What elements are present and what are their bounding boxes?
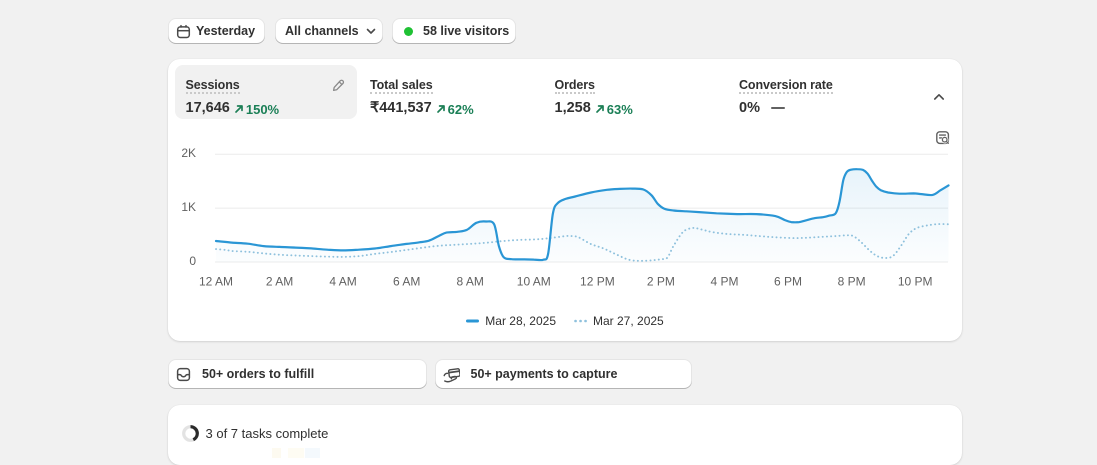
svg-text:6 AM: 6 AM [393,275,420,289]
svg-text:2 PM: 2 PM [647,275,675,289]
svg-text:10 AM: 10 AM [517,275,551,289]
svg-text:2K: 2K [181,146,196,160]
svg-text:8 PM: 8 PM [838,275,866,289]
svg-text:4 PM: 4 PM [710,275,738,289]
svg-text:12 PM: 12 PM [580,275,615,289]
svg-text:2 AM: 2 AM [266,275,293,289]
svg-text:1K: 1K [181,200,196,214]
svg-text:6 PM: 6 PM [774,275,802,289]
svg-text:0: 0 [189,254,196,268]
svg-text:12 AM: 12 AM [199,275,233,289]
svg-text:4 AM: 4 AM [329,275,356,289]
svg-text:10 PM: 10 PM [898,275,933,289]
svg-text:8 AM: 8 AM [457,275,484,289]
